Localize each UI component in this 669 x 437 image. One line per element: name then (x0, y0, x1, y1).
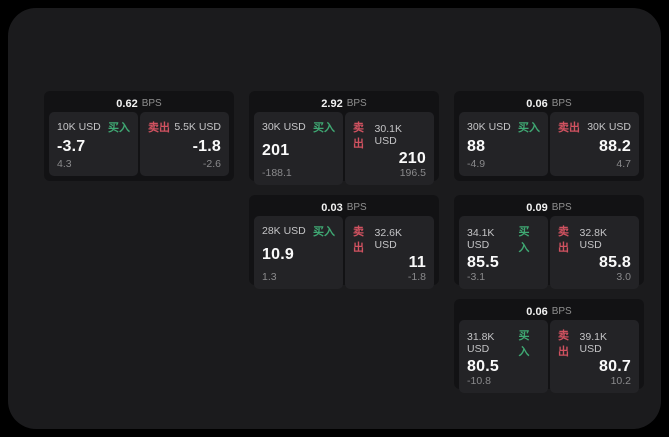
bps-unit-label: BPS (551, 306, 572, 317)
buy-change: -4.9 (467, 158, 486, 170)
buy-price: 88 (467, 137, 486, 155)
bps-header: 0.03 BPS (254, 199, 434, 216)
sell-tile[interactable]: 卖出 32.8K USD 85.8 3.0 (550, 216, 639, 289)
buy-tile[interactable]: 34.1K USD 买入 85.5 -3.1 (459, 216, 548, 289)
buy-side-label: 买入 (108, 122, 130, 134)
bps-unit-label: BPS (551, 202, 572, 213)
buy-tile[interactable]: 30K USD 买入 88 -4.9 (459, 112, 548, 176)
sell-side-label: 卖出 (558, 122, 580, 134)
buy-change: -188.1 (262, 167, 292, 179)
sell-price: 85.8 (599, 254, 631, 271)
quotes-panel: 0.62 BPS 10K USD 买入 -3.7 4.3 卖出 5.5K USD (8, 8, 661, 429)
quote-card: 0.06 BPS 31.8K USD 买入 80.5 -10.8 卖出 39.1… (454, 299, 644, 393)
bps-header: 0.06 BPS (459, 303, 639, 320)
buy-side-label: 买入 (518, 330, 530, 358)
buy-side-label: 买入 (518, 122, 540, 134)
sell-amount: 32.6K USD (374, 227, 402, 251)
sell-side-label: 卖出 (148, 122, 170, 134)
bps-value: 2.92 (321, 97, 343, 110)
buy-side-label: 买入 (518, 226, 530, 254)
quote-card: 0.06 BPS 30K USD 买入 88 -4.9 卖出 30K USD (454, 91, 644, 181)
buy-tile[interactable]: 30K USD 买入 201 -188.1 (254, 112, 343, 185)
bps-header: 0.62 BPS (49, 95, 229, 112)
buy-price: -3.7 (57, 137, 86, 155)
sell-change: -1.8 (407, 271, 426, 283)
bps-value: 0.09 (526, 201, 548, 214)
sell-price: -1.8 (192, 137, 221, 155)
quote-card: 2.92 BPS 30K USD 买入 201 -188.1 卖出 30.1K … (249, 91, 439, 185)
buy-amount: 31.8K USD (467, 331, 495, 355)
buy-amount: 30K USD (262, 121, 306, 133)
buy-price: 10.9 (262, 246, 294, 263)
sell-tile[interactable]: 卖出 30.1K USD 210 196.5 (345, 112, 434, 185)
buy-change: -10.8 (467, 375, 491, 387)
bps-value: 0.06 (526, 305, 548, 318)
sell-side-label: 卖出 (353, 122, 364, 150)
sell-tile[interactable]: 卖出 39.1K USD 80.7 10.2 (550, 320, 639, 393)
sell-change: 196.5 (399, 167, 426, 179)
bps-header: 0.06 BPS (459, 95, 639, 112)
buy-change: -3.1 (467, 271, 486, 283)
sell-price: 11 (408, 254, 426, 271)
sell-price: 80.7 (599, 358, 631, 375)
buy-change: 4.3 (57, 158, 72, 170)
bps-header: 2.92 BPS (254, 95, 434, 112)
buy-tile[interactable]: 28K USD 买入 10.9 1.3 (254, 216, 343, 289)
bps-unit-label: BPS (141, 98, 162, 109)
bps-header: 0.09 BPS (459, 199, 639, 216)
bps-value: 0.62 (116, 97, 138, 110)
buy-side-label: 买入 (313, 226, 335, 238)
sell-side-label: 卖出 (353, 226, 364, 254)
buy-price: 201 (262, 142, 290, 159)
buy-tile[interactable]: 31.8K USD 买入 80.5 -10.8 (459, 320, 548, 393)
quote-card: 0.03 BPS 28K USD 买入 10.9 1.3 卖出 32.6K US… (249, 195, 439, 289)
quote-card: 0.09 BPS 34.1K USD 买入 85.5 -3.1 卖出 32.8K… (454, 195, 644, 289)
sell-side-label: 卖出 (558, 330, 569, 358)
sell-side-label: 卖出 (558, 226, 569, 254)
sell-amount: 32.8K USD (579, 227, 607, 251)
bps-value: 0.03 (321, 201, 343, 214)
buy-amount: 34.1K USD (467, 227, 495, 251)
sell-tile[interactable]: 卖出 30K USD 88.2 4.7 (550, 112, 639, 176)
sell-tile[interactable]: 卖出 5.5K USD -1.8 -2.6 (140, 112, 229, 176)
sell-change: 10.2 (610, 375, 631, 387)
sell-amount: 5.5K USD (174, 121, 221, 133)
sell-change: -2.6 (202, 158, 221, 170)
buy-price: 85.5 (467, 254, 499, 271)
buy-side-label: 买入 (313, 122, 335, 134)
sell-amount: 30K USD (587, 121, 631, 133)
sell-amount: 39.1K USD (579, 331, 607, 355)
bps-unit-label: BPS (551, 98, 572, 109)
bps-unit-label: BPS (346, 98, 367, 109)
buy-amount: 28K USD (262, 225, 306, 237)
sell-change: 4.7 (616, 158, 631, 170)
bps-value: 0.06 (526, 97, 548, 110)
sell-amount: 30.1K USD (374, 123, 402, 147)
sell-price: 88.2 (599, 137, 631, 155)
sell-change: 3.0 (616, 271, 631, 283)
buy-price: 80.5 (467, 358, 499, 375)
buy-tile[interactable]: 10K USD 买入 -3.7 4.3 (49, 112, 138, 176)
buy-amount: 30K USD (467, 121, 511, 133)
quote-card: 0.62 BPS 10K USD 买入 -3.7 4.3 卖出 5.5K USD (44, 91, 234, 181)
sell-price: 210 (398, 150, 426, 167)
buy-amount: 10K USD (57, 121, 101, 133)
bps-unit-label: BPS (346, 202, 367, 213)
buy-change: 1.3 (262, 271, 277, 283)
sell-tile[interactable]: 卖出 32.6K USD 11 -1.8 (345, 216, 434, 289)
